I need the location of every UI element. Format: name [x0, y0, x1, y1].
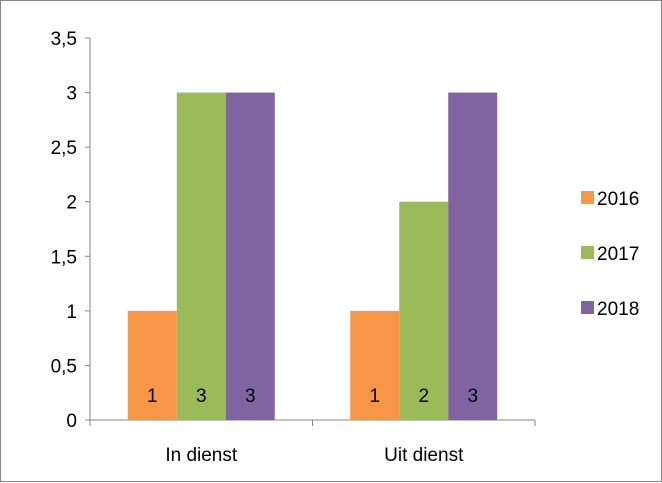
bar	[127, 310, 177, 420]
data-label: 1	[147, 386, 158, 407]
data-labels: 1 3 3 1 2 3	[147, 386, 478, 407]
y-tick-label: 0,5	[51, 356, 77, 377]
bar	[350, 310, 400, 420]
legend-swatch	[581, 301, 594, 314]
y-tick-label: 2	[66, 193, 77, 214]
legend-swatch	[581, 246, 594, 259]
legend-swatch	[581, 191, 594, 204]
bars	[127, 92, 498, 421]
y-tick-label: 3	[66, 84, 77, 105]
bar	[399, 201, 449, 420]
y-axis-ticks: 0 0,5 1 1,5 2 2,5 3 3,5	[51, 29, 90, 432]
y-tick-label: 2,5	[51, 138, 77, 159]
y-tick-label: 1	[66, 302, 77, 323]
legend-label: 2017	[597, 244, 639, 265]
data-label: 1	[369, 386, 380, 407]
x-category-label: Uit dienst	[384, 445, 464, 466]
y-tick-label: 0	[66, 411, 77, 432]
y-tick-label: 1,5	[51, 247, 77, 268]
bar	[448, 92, 498, 421]
data-label: 3	[467, 386, 478, 407]
data-label: 3	[196, 386, 207, 407]
legend: 2016 2017 2018	[581, 189, 639, 320]
x-category-label: In dienst	[165, 445, 238, 466]
data-label: 2	[418, 386, 429, 407]
y-tick-label: 3,5	[51, 29, 77, 50]
bar	[176, 92, 226, 421]
legend-label: 2018	[597, 299, 639, 320]
legend-label: 2016	[597, 189, 639, 210]
data-label: 3	[245, 386, 256, 407]
x-axis-categories: In dienst Uit dienst	[165, 445, 464, 466]
bar	[225, 92, 275, 421]
